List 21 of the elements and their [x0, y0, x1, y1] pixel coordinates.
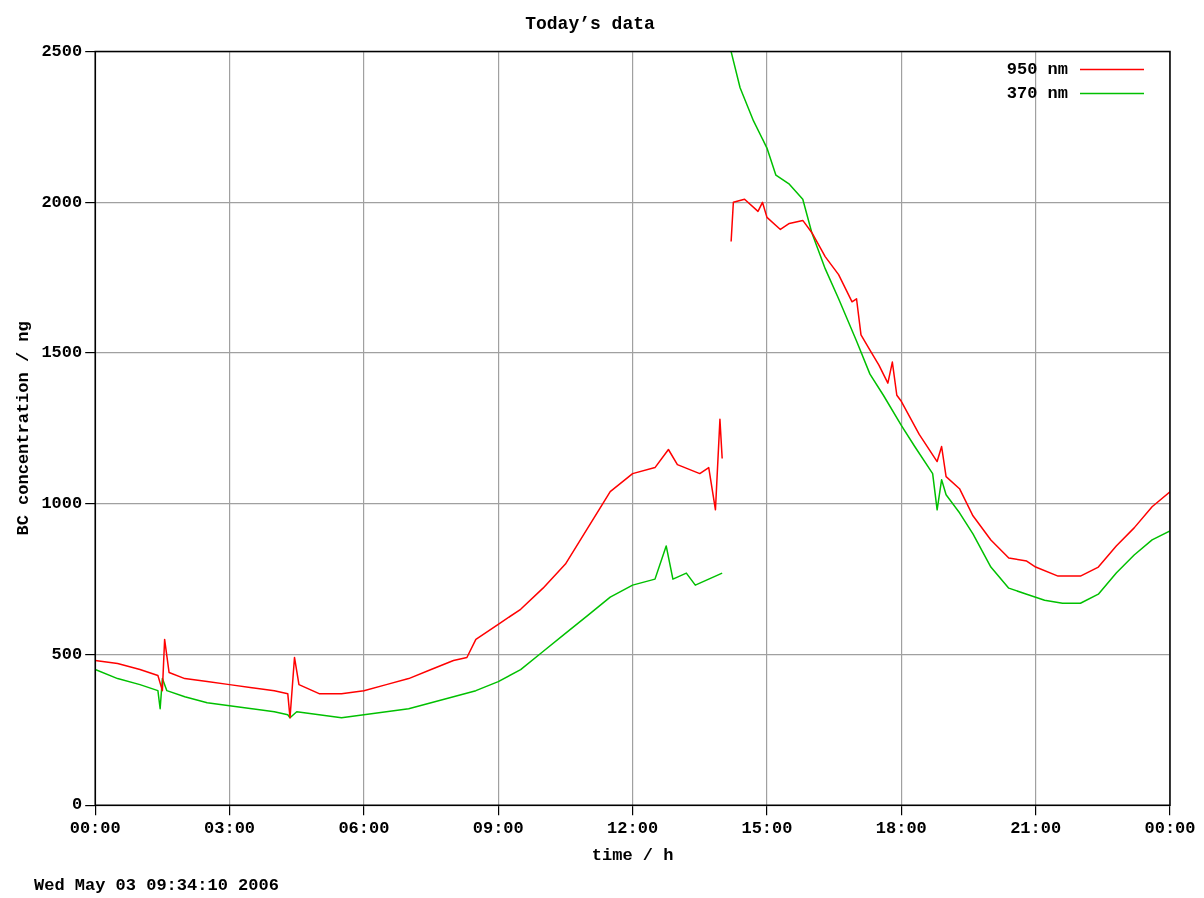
y-tick-label: 1500: [41, 343, 83, 363]
y-tick-label: 2000: [41, 192, 83, 212]
chart-title: Today’s data: [525, 14, 656, 35]
x-tick-label: 15:00: [741, 818, 793, 838]
x-tick-label: 12:00: [607, 818, 659, 838]
legend-label: 370 nm: [1006, 83, 1068, 103]
x-tick-label: 06:00: [338, 818, 390, 838]
y-tick-label: 500: [51, 644, 83, 664]
x-tick-label: 09:00: [472, 818, 524, 838]
y-tick-label: 1000: [41, 494, 83, 514]
x-tick-label: 03:00: [204, 818, 256, 838]
x-axis-title: time / h: [591, 846, 674, 866]
y-axis-title: BC concentration / ng: [14, 321, 34, 536]
y-tick-label: 2500: [41, 41, 83, 61]
x-tick-label: 18:00: [875, 818, 927, 838]
x-tick-label: 21:00: [1010, 818, 1062, 838]
x-tick-label: 00:00: [69, 818, 121, 838]
x-tick-label: 00:00: [1144, 818, 1196, 838]
text: Wed May 03 09:34:10 2006: [34, 876, 279, 895]
legend-label: 950 nm: [1006, 59, 1068, 79]
y-tick-label: 0: [72, 795, 83, 815]
